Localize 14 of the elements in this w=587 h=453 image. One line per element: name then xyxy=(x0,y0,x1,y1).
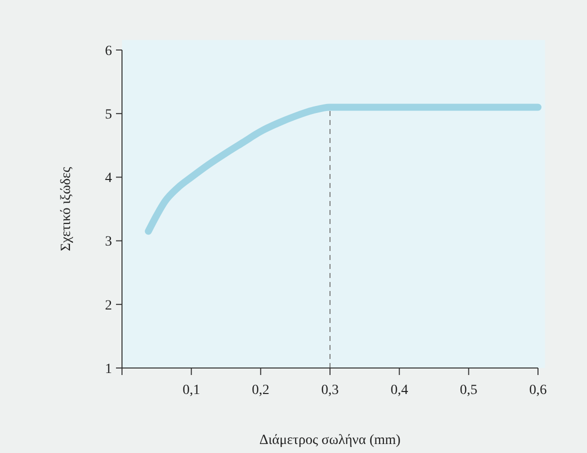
x-tick-label: 0,4 xyxy=(390,383,408,398)
y-tick-label: 6 xyxy=(105,44,112,59)
y-tick-label: 4 xyxy=(105,171,112,186)
x-tick-label: 0,1 xyxy=(182,383,200,398)
y-tick-label: 3 xyxy=(105,234,112,250)
y-tick-label: 2 xyxy=(105,298,112,314)
x-tick-label: 0,5 xyxy=(460,383,478,398)
y-tick-label: 1 xyxy=(105,362,112,377)
y-axis-title: Σχετικό ιξώδες xyxy=(59,166,74,252)
x-tick-label: 0,2 xyxy=(252,383,270,398)
y-tick-label: 5 xyxy=(105,108,112,122)
x-tick-label: 0,3 xyxy=(321,383,339,398)
x-tick-label: 0,6 xyxy=(529,383,547,398)
x-axis-title: Διάμετρος σωλήνα (mm) xyxy=(259,433,401,448)
